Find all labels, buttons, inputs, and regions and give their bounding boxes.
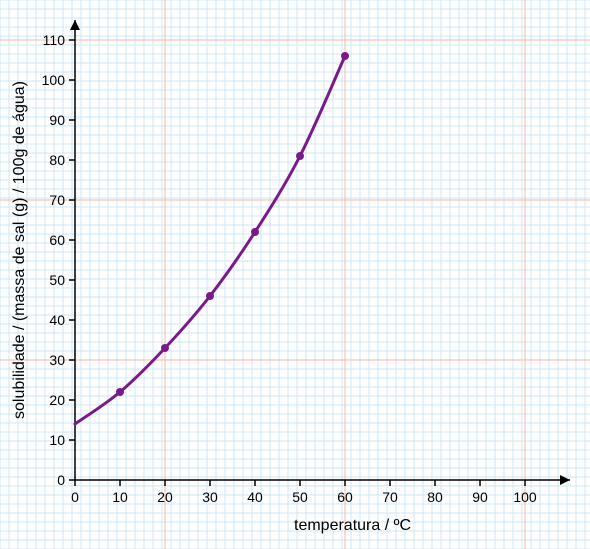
- svg-text:70: 70: [382, 489, 398, 505]
- svg-text:50: 50: [292, 489, 308, 505]
- svg-text:100: 100: [513, 489, 537, 505]
- svg-text:70: 70: [49, 192, 65, 208]
- svg-text:30: 30: [49, 352, 65, 368]
- svg-text:80: 80: [49, 152, 65, 168]
- svg-text:10: 10: [49, 432, 65, 448]
- svg-text:10: 10: [112, 489, 128, 505]
- svg-text:temperatura / ºC: temperatura / ºC: [294, 517, 411, 534]
- chart-svg: 0 10 20 30 40 50 60 70 80 90 100 0 10 20 30 40 50 60 70 80 9…: [0, 0, 590, 549]
- svg-text:30: 30: [202, 489, 218, 505]
- svg-text:90: 90: [49, 112, 65, 128]
- svg-text:80: 80: [427, 489, 443, 505]
- svg-text:50: 50: [49, 272, 65, 288]
- svg-text:0: 0: [71, 489, 79, 505]
- svg-text:20: 20: [157, 489, 173, 505]
- svg-text:20: 20: [49, 392, 65, 408]
- svg-text:40: 40: [49, 312, 65, 328]
- svg-text:90: 90: [472, 489, 488, 505]
- svg-text:0: 0: [57, 472, 65, 488]
- svg-text:110: 110: [43, 32, 66, 48]
- svg-text:60: 60: [337, 489, 353, 505]
- svg-text:40: 40: [247, 489, 263, 505]
- svg-text:100: 100: [42, 72, 66, 88]
- solubility-chart: 0 10 20 30 40 50 60 70 80 90 100 0 10 20 30 40 50 60 70 80 9…: [0, 0, 590, 549]
- svg-text:solubilidade / (massa de sal (: solubilidade / (massa de sal (g) / 100g …: [11, 81, 28, 419]
- svg-text:60: 60: [49, 232, 65, 248]
